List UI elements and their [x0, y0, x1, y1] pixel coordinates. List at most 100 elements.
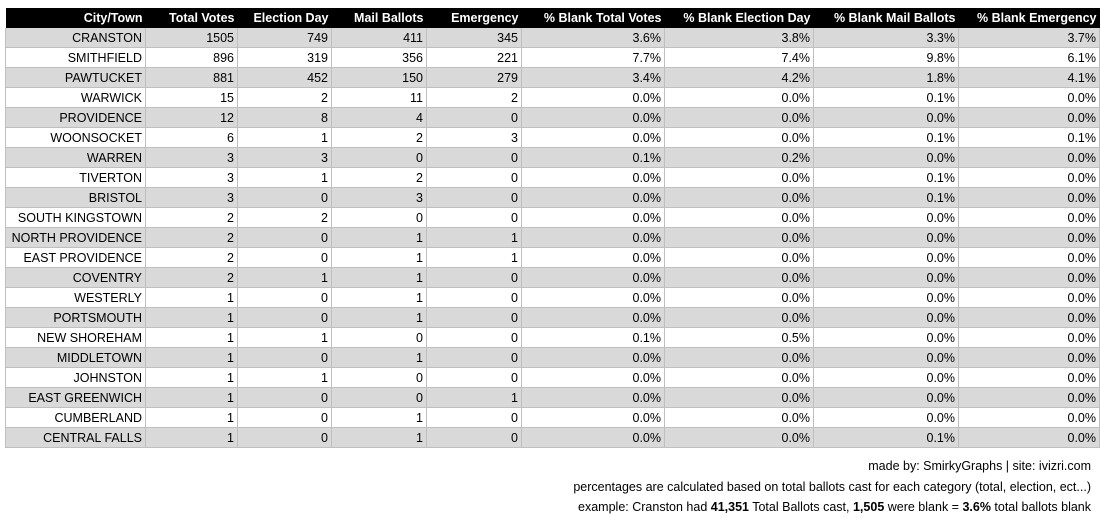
value-cell: 0.0% — [813, 327, 959, 348]
value-cell: 0.0% — [664, 347, 814, 368]
value-cell: 0 — [331, 387, 427, 408]
table-row: COVENTRY 2 1 1 0 0.0% 0.0% 0.0% 0.0% — [5, 267, 1100, 288]
value-cell: 1 — [237, 327, 332, 348]
value-cell: 150 — [331, 67, 427, 88]
value-cell: 0.0% — [958, 347, 1100, 368]
value-cell: 4.1% — [958, 67, 1100, 88]
value-cell: 881 — [145, 67, 238, 88]
column-header: Emergency — [426, 8, 522, 28]
city-cell: PAWTUCKET — [5, 67, 146, 88]
table-row: MIDDLETOWN 1 0 1 0 0.0% 0.0% 0.0% 0.0% — [5, 347, 1100, 368]
value-cell: 0.0% — [958, 107, 1100, 128]
example-blank-pct: 3.6% — [962, 500, 991, 514]
value-cell: 0.0% — [521, 387, 665, 408]
value-cell: 3 — [145, 147, 238, 168]
value-cell: 0.0% — [958, 267, 1100, 288]
value-cell: 0.0% — [521, 207, 665, 228]
value-cell: 12 — [145, 107, 238, 128]
value-cell: 0 — [237, 427, 332, 448]
value-cell: 1 — [331, 427, 427, 448]
column-header: % Blank Emergency — [958, 8, 1100, 28]
value-cell: 0.0% — [521, 87, 665, 108]
value-cell: 1 — [331, 247, 427, 268]
value-cell: 1 — [145, 347, 238, 368]
column-header: Election Day — [237, 8, 332, 28]
value-cell: 0.0% — [664, 307, 814, 328]
city-cell: WARWICK — [5, 87, 146, 108]
value-cell: 6.1% — [958, 47, 1100, 68]
value-cell: 1 — [237, 367, 332, 388]
value-cell: 0 — [237, 247, 332, 268]
value-cell: 0 — [331, 367, 427, 388]
value-cell: 0 — [426, 187, 522, 208]
value-cell: 0 — [426, 427, 522, 448]
value-cell: 0.0% — [813, 247, 959, 268]
value-cell: 0.2% — [664, 147, 814, 168]
city-cell: COVENTRY — [5, 267, 146, 288]
example-prefix: example: Cranston had — [578, 500, 711, 514]
value-cell: 0 — [331, 327, 427, 348]
value-cell: 1 — [331, 287, 427, 308]
table-row: PORTSMOUTH 1 0 1 0 0.0% 0.0% 0.0% 0.0% — [5, 307, 1100, 328]
value-cell: 0.0% — [521, 167, 665, 188]
value-cell: 0.0% — [958, 247, 1100, 268]
value-cell: 1 — [426, 387, 522, 408]
value-cell: 0.0% — [664, 187, 814, 208]
value-cell: 3 — [145, 167, 238, 188]
city-cell: PORTSMOUTH — [5, 307, 146, 328]
value-cell: 1 — [145, 367, 238, 388]
value-cell: 0 — [331, 147, 427, 168]
value-cell: 0.5% — [664, 327, 814, 348]
table-row: CRANSTON 1505 749 411 345 3.6% 3.8% 3.3% 3.7% — [5, 28, 1100, 48]
value-cell: 3.3% — [813, 28, 959, 48]
value-cell: 1 — [331, 407, 427, 428]
value-cell: 15 — [145, 87, 238, 108]
value-cell: 0 — [426, 307, 522, 328]
value-cell: 0 — [426, 347, 522, 368]
value-cell: 0.0% — [958, 167, 1100, 188]
city-cell: NEW SHOREHAM — [5, 327, 146, 348]
city-cell: EAST GREENWICH — [5, 387, 146, 408]
value-cell: 2 — [145, 207, 238, 228]
value-cell: 0.1% — [958, 127, 1100, 148]
value-cell: 0.0% — [521, 227, 665, 248]
value-cell: 7.7% — [521, 47, 665, 68]
column-header: Total Votes — [145, 8, 238, 28]
value-cell: 0.0% — [813, 207, 959, 228]
value-cell: 1505 — [145, 28, 238, 48]
table-row: NEW SHOREHAM 1 1 0 0 0.1% 0.5% 0.0% 0.0% — [5, 327, 1100, 348]
footer-notes: made by: SmirkyGraphs | site: ivizri.com… — [573, 456, 1091, 518]
city-cell: CRANSTON — [5, 28, 146, 48]
value-cell: 0.0% — [664, 287, 814, 308]
value-cell: 0.0% — [958, 367, 1100, 388]
value-cell: 0.0% — [813, 307, 959, 328]
value-cell: 0.0% — [958, 327, 1100, 348]
city-cell: NORTH PROVIDENCE — [5, 227, 146, 248]
value-cell: 0 — [237, 227, 332, 248]
table-row: JOHNSTON 1 1 0 0 0.0% 0.0% 0.0% 0.0% — [5, 367, 1100, 388]
value-cell: 11 — [331, 87, 427, 108]
value-cell: 0 — [237, 387, 332, 408]
value-cell: 0.0% — [664, 127, 814, 148]
value-cell: 279 — [426, 67, 522, 88]
value-cell: 3.7% — [958, 28, 1100, 48]
value-cell: 0.0% — [521, 127, 665, 148]
column-header: Mail Ballots — [331, 8, 427, 28]
value-cell: 0.1% — [521, 327, 665, 348]
value-cell: 3 — [331, 187, 427, 208]
example-middle-1: Total Ballots cast, — [748, 500, 853, 514]
city-cell: WARREN — [5, 147, 146, 168]
value-cell: 0 — [426, 207, 522, 228]
value-cell: 0.1% — [813, 87, 959, 108]
value-cell: 0.0% — [664, 167, 814, 188]
value-cell: 1 — [145, 287, 238, 308]
table-row: TIVERTON 3 1 2 0 0.0% 0.0% 0.1% 0.0% — [5, 167, 1100, 188]
value-cell: 3.6% — [521, 28, 665, 48]
city-cell: PROVIDENCE — [5, 107, 146, 128]
value-cell: 2 — [237, 87, 332, 108]
value-cell: 3.4% — [521, 67, 665, 88]
value-cell: 1 — [145, 307, 238, 328]
value-cell: 0 — [237, 307, 332, 328]
example-middle-2: were blank = — [884, 500, 963, 514]
